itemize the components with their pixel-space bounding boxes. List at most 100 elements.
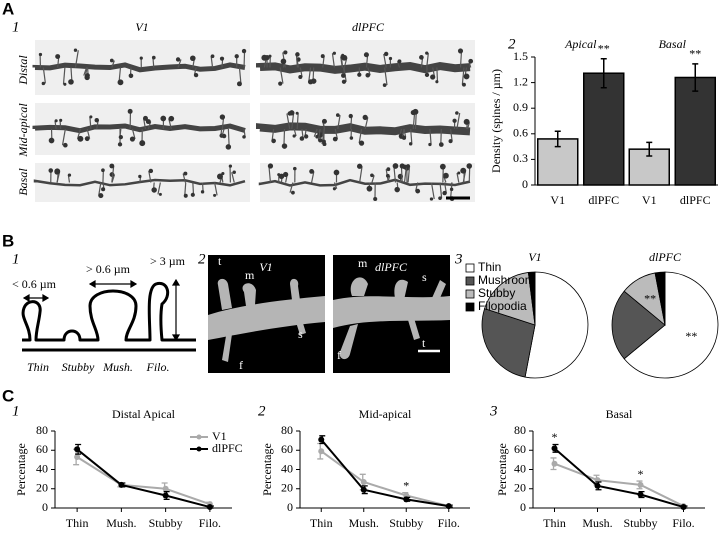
- spine-head: [435, 80, 439, 84]
- pie-slice: [524, 271, 589, 379]
- point: [162, 485, 169, 492]
- spine: [148, 170, 152, 183]
- spine-head: [118, 135, 123, 140]
- spine-head: [148, 168, 154, 174]
- x-tick-label: V1: [550, 193, 565, 207]
- spine: [289, 182, 294, 193]
- spine: [436, 67, 439, 82]
- spine: [86, 128, 91, 139]
- panel-number: 2: [198, 251, 206, 267]
- spine: [333, 182, 338, 189]
- spine: [456, 172, 460, 183]
- dendrite: [256, 122, 471, 136]
- spine-head: [402, 164, 407, 170]
- spine-head: [54, 119, 58, 123]
- point: [403, 496, 410, 503]
- spine-head: [424, 72, 430, 78]
- y-tick-label: 40: [281, 461, 293, 475]
- spine-head: [48, 137, 55, 144]
- panel-number: 2: [508, 36, 516, 52]
- spine-head: [84, 73, 89, 78]
- spine-head: [193, 72, 199, 78]
- group-label: Basal: [659, 37, 687, 51]
- spine-head: [335, 113, 340, 117]
- spine: [111, 165, 115, 183]
- spine-head: [67, 173, 72, 177]
- spine-head: [129, 136, 136, 142]
- spine: [74, 50, 79, 68]
- spine-head: [341, 73, 346, 78]
- spine-head: [443, 172, 449, 179]
- spine-head: [236, 81, 242, 87]
- spine: [308, 67, 312, 82]
- spine-head: [183, 171, 188, 176]
- spine: [331, 53, 335, 68]
- legend-label: dlPFC: [212, 441, 243, 455]
- spine: [340, 57, 343, 68]
- legend-swatch: [465, 289, 475, 299]
- panel-letter: B: [2, 231, 14, 250]
- dimension-arrows: [22, 278, 181, 342]
- legend-label: Filopodia: [478, 299, 527, 313]
- spine-marker: f: [337, 348, 341, 362]
- x-tick-label: V1: [642, 193, 657, 207]
- spine-head: [439, 163, 446, 170]
- spine: [407, 165, 411, 183]
- image-title: dlPFC: [375, 260, 408, 274]
- spine-head: [101, 187, 106, 192]
- x-tick-label: Mush.: [582, 516, 612, 530]
- micrographs: [32, 40, 475, 202]
- pie-title: dlPFC: [649, 250, 682, 264]
- spine-head: [210, 54, 215, 59]
- spine: [192, 182, 195, 195]
- legend-label: V1: [212, 429, 227, 443]
- spine: [182, 173, 186, 183]
- error-bar: [646, 141, 653, 157]
- legend-label: Thin: [478, 260, 501, 274]
- spine-head: [442, 190, 447, 196]
- spine-head: [382, 83, 387, 87]
- spine-head: [221, 171, 225, 176]
- spine-head: [139, 140, 146, 147]
- spine: [387, 175, 391, 183]
- line: [553, 447, 684, 508]
- significance: *: [638, 467, 644, 481]
- spine-type: Stubby: [62, 360, 95, 374]
- error-bar: [692, 63, 699, 92]
- spine-head: [438, 142, 444, 147]
- spine-head: [55, 54, 61, 60]
- panel-number: 2: [258, 403, 266, 419]
- spine: [412, 112, 416, 130]
- spine: [184, 182, 187, 196]
- x-tick-label: Stubby: [149, 516, 183, 530]
- spine: [98, 182, 102, 196]
- spine: [430, 182, 435, 200]
- spine-marker: t: [218, 254, 222, 268]
- spine-head: [190, 55, 196, 62]
- spine-head: [151, 187, 157, 193]
- spine: [42, 67, 47, 84]
- legend-swatch: [465, 302, 475, 312]
- spine: [296, 113, 299, 130]
- dimension-label: > 0.6 µm: [86, 262, 131, 276]
- spine-head: [38, 52, 43, 57]
- spine-head: [48, 168, 54, 173]
- panel-letter: C: [2, 386, 14, 405]
- x-tick-label: Filo.: [199, 516, 221, 530]
- spine-head: [310, 78, 317, 84]
- spine-head: [412, 108, 419, 115]
- y-tick-label: 80: [514, 423, 526, 437]
- spine-head: [468, 58, 474, 64]
- y-tick-label: 0: [287, 500, 293, 514]
- spine: [322, 56, 325, 68]
- spine-head: [392, 163, 399, 169]
- panel-letter: A: [2, 0, 14, 18]
- spine-head: [357, 72, 362, 77]
- spine: [157, 182, 161, 195]
- y-tick-label: 0: [42, 500, 48, 514]
- spine-head: [267, 163, 274, 169]
- bar: [583, 72, 625, 186]
- error-bar: [600, 57, 607, 89]
- spine: [337, 115, 341, 130]
- panel-number: 1: [12, 19, 20, 35]
